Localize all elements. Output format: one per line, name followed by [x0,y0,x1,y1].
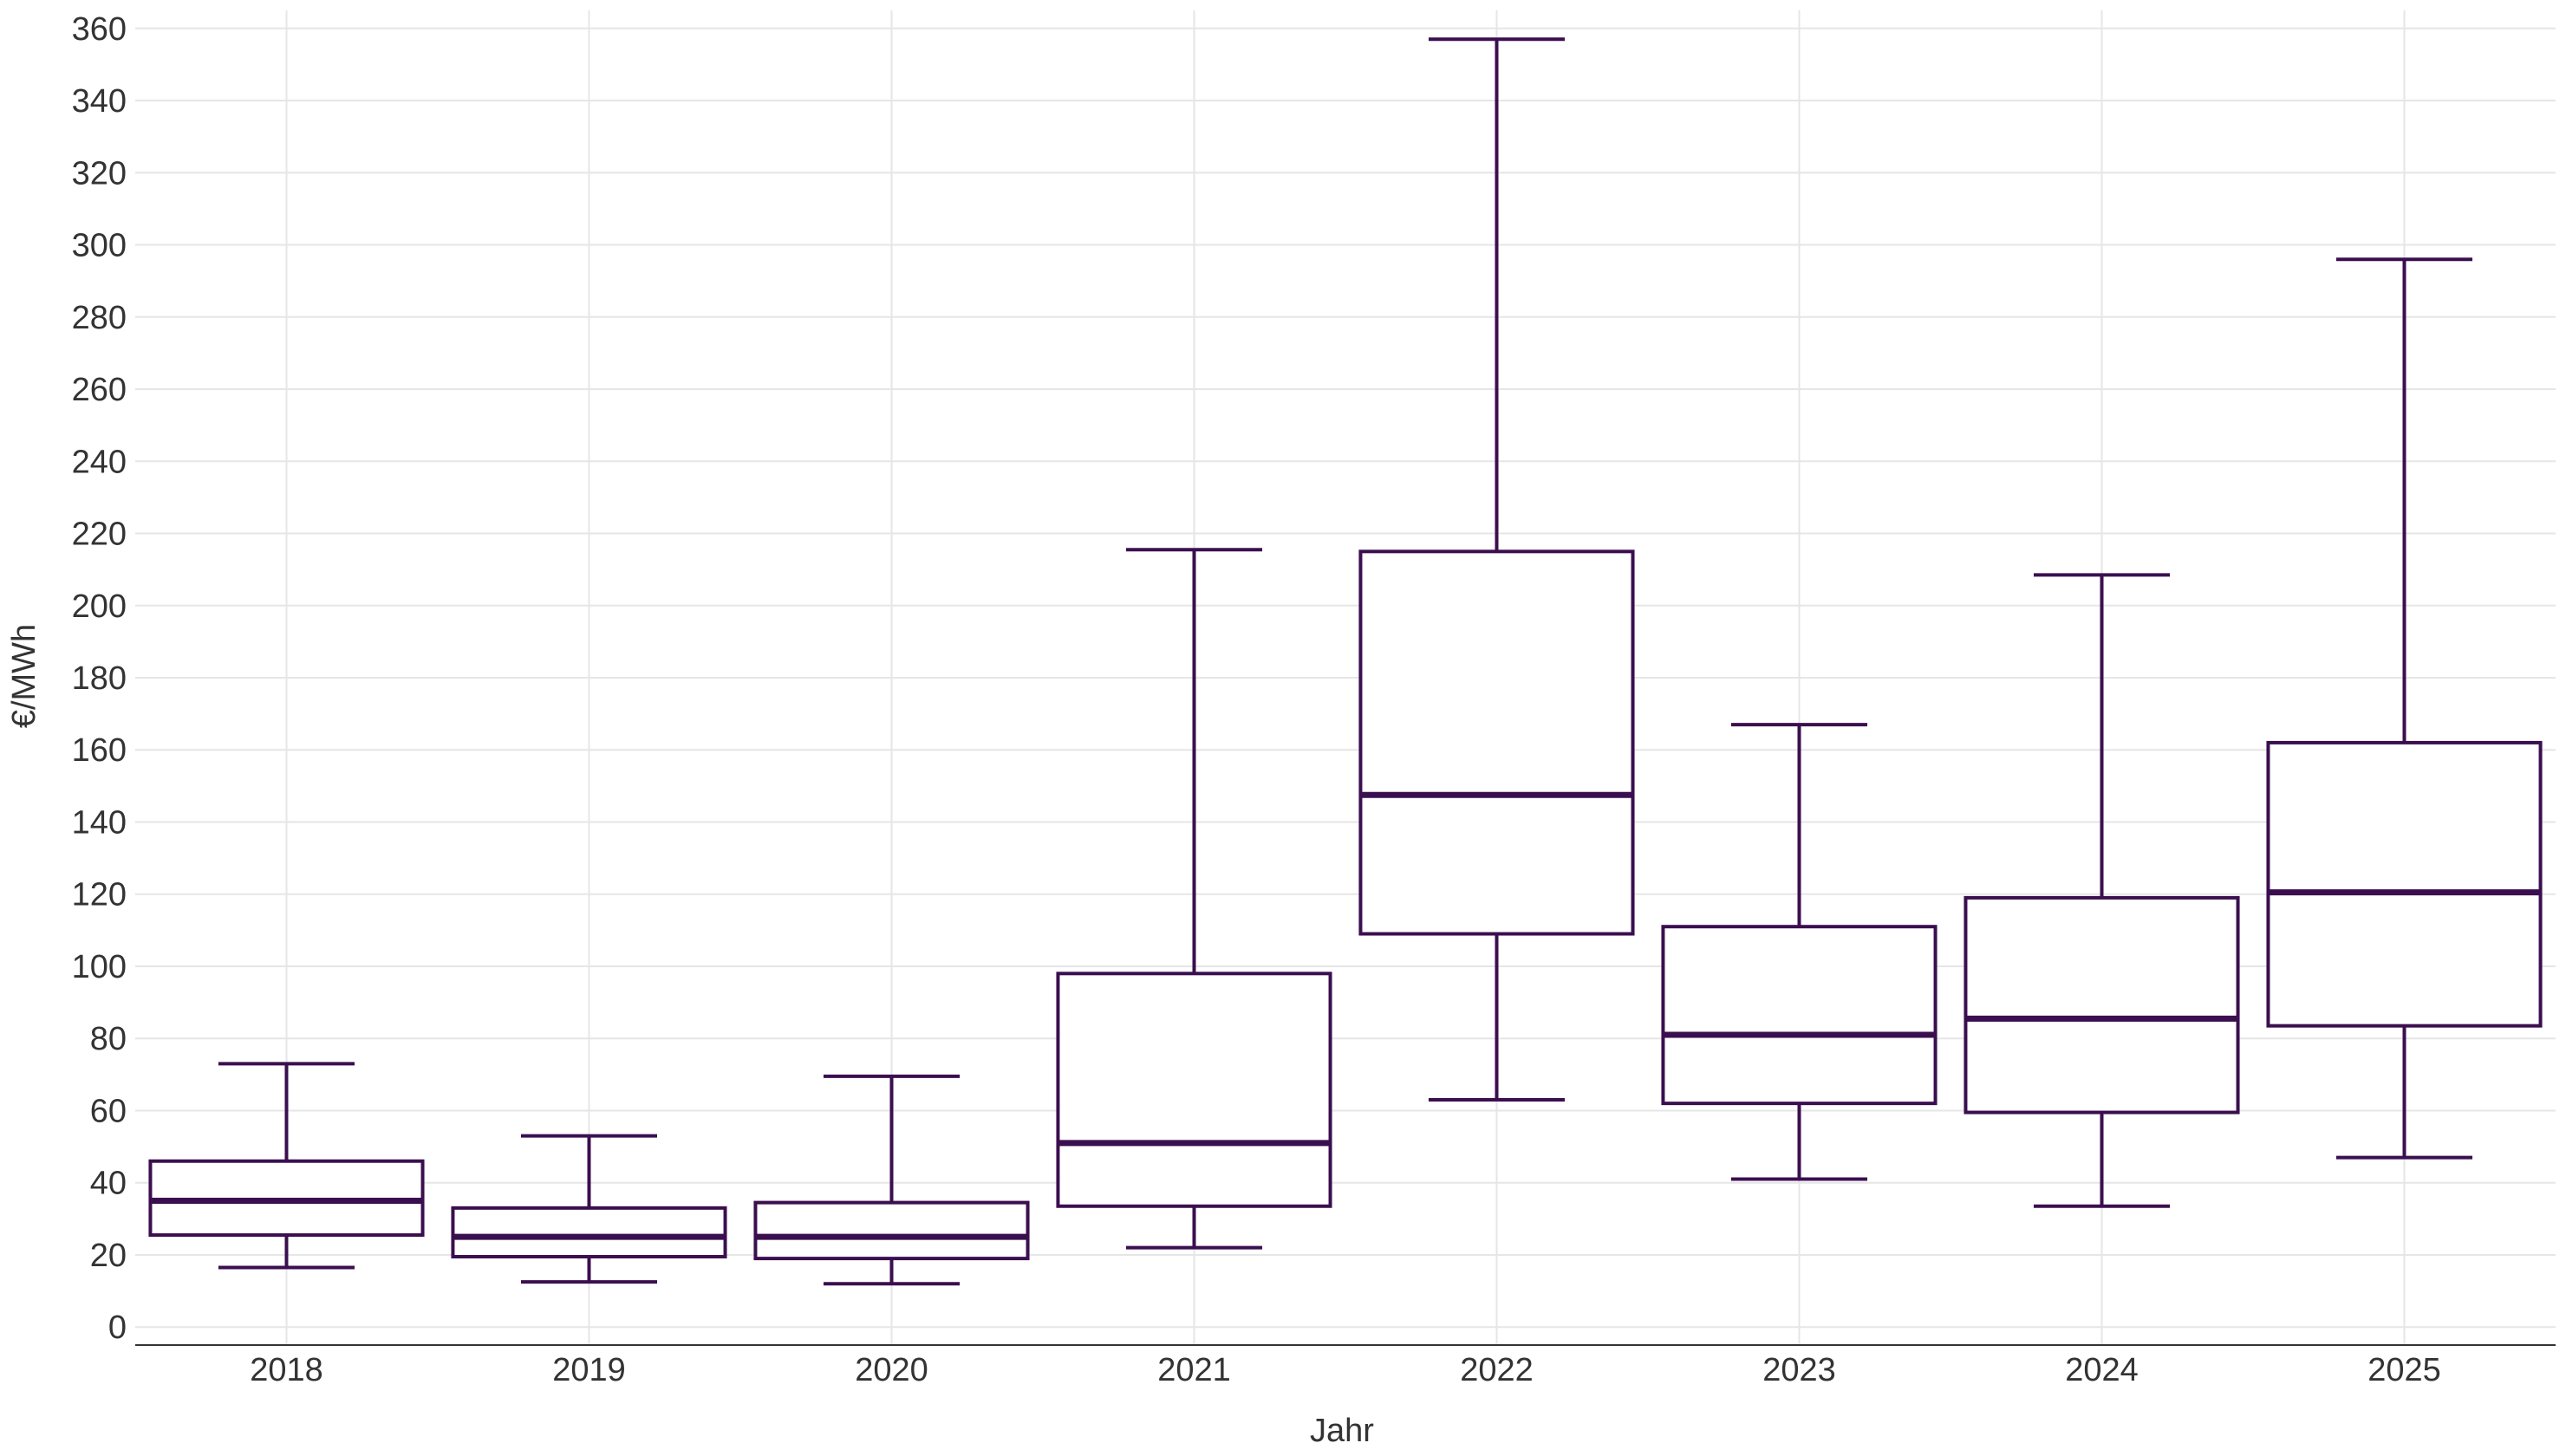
y-tick-label: 120 [72,877,127,913]
y-tick-label: 140 [72,804,127,841]
tick-labels-layer: 0 20 40 60 80 100 120 140 160 180 200 220 240 260 280 3… [72,11,2441,1388]
y-tick-label: 300 [72,228,127,264]
x-axis-title: Jahr [1310,1413,1374,1449]
y-tick-label: 0 [108,1310,127,1346]
boxes-layer [148,37,2543,1286]
box-2024 [1964,573,2240,1208]
box-2021 [1056,548,1332,1250]
box-2019 [451,1134,727,1284]
x-tick-label: 2019 [552,1352,626,1388]
box-2018 [148,1062,425,1270]
x-tick-label: 2021 [1157,1352,1231,1388]
y-tick-label: 320 [72,155,127,192]
y-tick-label: 100 [72,949,127,985]
y-tick-label: 340 [72,83,127,120]
box-body [1358,549,1635,936]
x-tick-label: 2018 [250,1352,323,1388]
y-tick-label: 280 [72,300,127,336]
box-body [1964,895,2240,1115]
x-tick-label: 2024 [2065,1352,2139,1388]
box-2020 [753,1074,1030,1286]
x-tick-label: 2025 [2367,1352,2441,1388]
y-tick-label: 60 [90,1093,127,1129]
box-body [2266,740,2543,1028]
y-tick-label: 220 [72,517,127,553]
y-tick-label: 160 [72,732,127,769]
x-tick-label: 2023 [1762,1352,1836,1388]
y-axis-title: €/MWh [6,624,42,728]
y-tick-label: 240 [72,444,127,480]
y-tick-label: 260 [72,372,127,408]
x-tick-label: 2020 [855,1352,928,1388]
box-body [1661,925,1938,1106]
x-tick-label: 2022 [1460,1352,1534,1388]
y-tick-label: 200 [72,588,127,625]
y-tick-label: 20 [90,1238,127,1274]
box-2025 [2266,257,2543,1160]
y-tick-label: 40 [90,1166,127,1202]
box-body [451,1206,727,1259]
y-tick-label: 360 [72,11,127,48]
box-2023 [1661,723,1938,1181]
y-tick-label: 80 [90,1021,127,1057]
box-body [753,1200,1030,1261]
grid-layer [135,10,2556,1345]
box-2022 [1358,37,1635,1102]
box-body [1056,972,1332,1208]
y-tick-label: 180 [72,660,127,697]
